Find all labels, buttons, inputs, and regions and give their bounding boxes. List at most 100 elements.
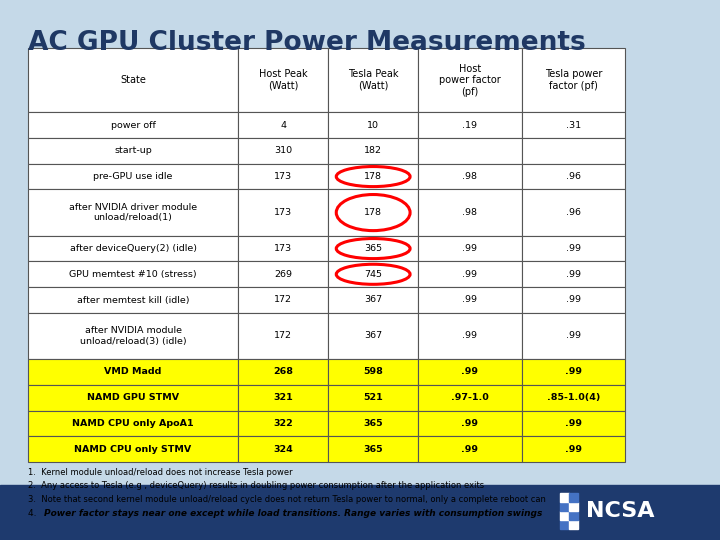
Bar	[418, 261, 521, 287]
Text: GPU memtest #10 (stress): GPU memtest #10 (stress)	[69, 270, 197, 279]
Text: 365: 365	[364, 244, 382, 253]
Bar	[328, 385, 418, 410]
Bar	[238, 164, 328, 190]
Bar	[28, 359, 238, 385]
Bar	[521, 261, 625, 287]
Text: 745: 745	[364, 270, 382, 279]
Bar	[238, 287, 328, 313]
Text: .96: .96	[566, 172, 581, 181]
Bar	[328, 287, 418, 313]
Text: Tesla Peak
(Watt): Tesla Peak (Watt)	[348, 69, 398, 91]
Text: .99: .99	[566, 244, 581, 253]
Text: .99: .99	[564, 368, 582, 376]
Text: 173: 173	[274, 208, 292, 217]
Text: .98: .98	[462, 172, 477, 181]
Bar	[28, 138, 238, 164]
Bar	[521, 287, 625, 313]
Bar	[550, 489, 720, 532]
Text: .99: .99	[462, 270, 477, 279]
Text: .99: .99	[564, 444, 582, 454]
Bar	[521, 236, 625, 261]
Bar	[418, 313, 521, 359]
Bar	[28, 164, 238, 190]
Text: .99: .99	[462, 332, 477, 341]
Bar	[560, 511, 569, 520]
Text: 3.  Note that second kernel module unload/reload cycle does not return Tesla pow: 3. Note that second kernel module unload…	[28, 495, 546, 504]
Bar	[238, 313, 328, 359]
Text: 365: 365	[364, 444, 383, 454]
Text: NCSA: NCSA	[586, 501, 654, 521]
Text: .98: .98	[462, 208, 477, 217]
Bar	[28, 112, 238, 138]
Text: Host Peak
(Watt): Host Peak (Watt)	[258, 69, 307, 91]
Bar	[418, 359, 521, 385]
Bar	[521, 112, 625, 138]
Bar	[238, 112, 328, 138]
Bar	[328, 138, 418, 164]
Bar	[569, 520, 578, 529]
Text: .99: .99	[462, 295, 477, 305]
Bar	[418, 385, 521, 410]
Text: NAMD GPU STMV: NAMD GPU STMV	[87, 393, 179, 402]
Text: .31: .31	[566, 120, 581, 130]
Bar	[238, 261, 328, 287]
Text: 521: 521	[364, 393, 383, 402]
Text: 4: 4	[280, 120, 286, 130]
Text: .85-1.0(4): .85-1.0(4)	[546, 393, 600, 402]
Text: 10: 10	[367, 120, 379, 130]
Bar	[418, 236, 521, 261]
Text: after NVIDIA module
unload/reload(3) (idle): after NVIDIA module unload/reload(3) (id…	[80, 326, 186, 346]
Bar	[238, 410, 328, 436]
Text: .99: .99	[566, 332, 581, 341]
Text: 2.  Any access to Tesla (e.g , deviceQuery) results in doubling power consumptio: 2. Any access to Tesla (e.g , deviceQuer…	[28, 482, 484, 490]
Text: .97-1.0: .97-1.0	[451, 393, 489, 402]
Bar	[521, 138, 625, 164]
Text: .99: .99	[566, 295, 581, 305]
Bar	[28, 410, 238, 436]
Text: .99: .99	[462, 444, 478, 454]
Bar	[328, 261, 418, 287]
Text: 324: 324	[274, 444, 293, 454]
Bar	[521, 313, 625, 359]
Bar	[418, 112, 521, 138]
Bar	[418, 164, 521, 190]
Bar	[28, 287, 238, 313]
Text: .96: .96	[566, 208, 581, 217]
Text: NAMD CPU only ApoA1: NAMD CPU only ApoA1	[72, 419, 194, 428]
Text: 321: 321	[274, 393, 293, 402]
Text: pre-GPU use idle: pre-GPU use idle	[94, 172, 173, 181]
Text: 310: 310	[274, 146, 292, 156]
Text: after NVIDIA driver module
unload/reload(1): after NVIDIA driver module unload/reload…	[69, 203, 197, 222]
Bar	[238, 138, 328, 164]
Bar	[569, 511, 578, 520]
Bar	[418, 436, 521, 462]
Bar	[560, 493, 569, 502]
Bar	[238, 48, 328, 112]
Text: after deviceQuery(2) (idle): after deviceQuery(2) (idle)	[70, 244, 197, 253]
Text: 269: 269	[274, 270, 292, 279]
Bar	[418, 190, 521, 236]
Bar	[328, 190, 418, 236]
Bar	[560, 520, 569, 529]
Bar	[238, 190, 328, 236]
Text: 173: 173	[274, 244, 292, 253]
Bar	[521, 48, 625, 112]
Text: 367: 367	[364, 295, 382, 305]
Text: 172: 172	[274, 332, 292, 341]
Text: Power factor stays near one except while load transitions. Range varies with con: Power factor stays near one except while…	[44, 509, 542, 517]
Text: power off: power off	[111, 120, 156, 130]
Text: 322: 322	[274, 419, 293, 428]
Bar	[418, 410, 521, 436]
Bar	[328, 359, 418, 385]
Text: .99: .99	[564, 419, 582, 428]
Bar	[0, 485, 720, 540]
Text: 172: 172	[274, 295, 292, 305]
Text: 178: 178	[364, 172, 382, 181]
Text: .99: .99	[462, 368, 478, 376]
Bar	[328, 236, 418, 261]
Bar	[28, 236, 238, 261]
Text: AC GPU Cluster Power Measurements: AC GPU Cluster Power Measurements	[28, 30, 586, 56]
Text: 268: 268	[273, 368, 293, 376]
Text: 178: 178	[364, 208, 382, 217]
Text: .99: .99	[566, 270, 581, 279]
